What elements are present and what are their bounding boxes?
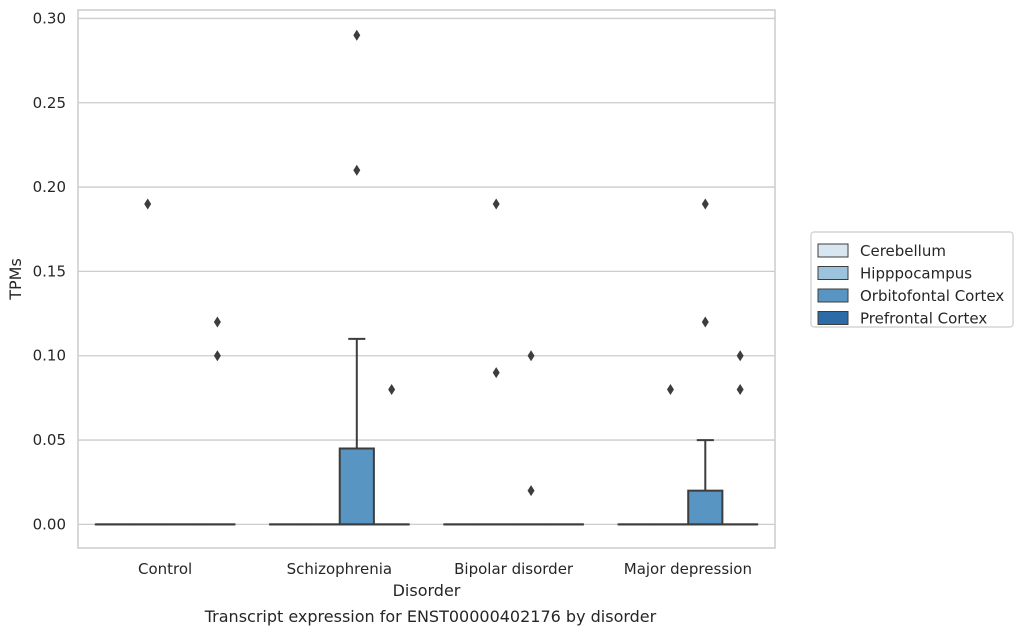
y-axis-title: TPMs — [6, 258, 25, 301]
outlier-point — [353, 164, 361, 176]
x-axis-title: Disorder — [393, 581, 461, 600]
box-group — [512, 350, 550, 526]
box-group — [478, 198, 515, 526]
grid-lines — [78, 17, 775, 526]
y-tick-label: 0.00 — [33, 515, 66, 533]
outlier-point — [527, 350, 535, 362]
outlier-point — [353, 29, 361, 41]
legend-label: Hipppocampus — [860, 265, 972, 283]
outlier-point — [144, 198, 152, 210]
outlier-point — [492, 367, 500, 379]
box-group — [687, 198, 724, 526]
outlier-point — [213, 350, 221, 362]
outlier-point — [527, 485, 535, 497]
outlier-point — [492, 198, 500, 210]
box-plot-marks — [94, 29, 759, 526]
legend-swatch — [817, 288, 849, 303]
box-group — [652, 383, 689, 526]
y-tick-label: 0.25 — [33, 94, 66, 112]
legend-frame — [810, 231, 1014, 328]
legend-label: Orbitofontal Cortex — [860, 287, 1004, 305]
plot-frame — [77, 9, 776, 549]
x-tick-label: Major depression — [624, 560, 752, 578]
outlier-point — [736, 350, 744, 362]
box-group — [373, 383, 410, 526]
x-tick-label: Bipolar disorder — [454, 560, 574, 578]
legend-swatch — [817, 243, 849, 258]
box-group — [199, 316, 236, 526]
outlier-point — [736, 383, 744, 395]
legend-label: Prefrontal Cortex — [860, 310, 987, 328]
legend-swatch — [817, 266, 849, 280]
legend: Cerebellum Hipppocampus Orbitofontal Corte… — [810, 231, 1014, 328]
x-tick-label: Control — [138, 560, 192, 578]
x-tick-label: Schizophrenia — [287, 560, 392, 578]
y-tick-label: 0.10 — [33, 347, 66, 365]
outlier-point — [666, 383, 674, 395]
y-tick-label: 0.15 — [33, 262, 66, 280]
y-tick-label: 0.30 — [33, 9, 66, 27]
x-axis-ticks: Control Schizophrenia Bipolar disorder Majo… — [138, 560, 752, 578]
box — [687, 489, 724, 526]
y-tick-label: 0.05 — [33, 431, 66, 449]
y-axis-ticks: 0.00 0.05 0.10 0.15 0.20 0.25 0.30 — [33, 9, 66, 533]
outlier-point — [701, 198, 709, 210]
box — [338, 447, 375, 526]
chart-caption: Transcript expression for ENST0000040217… — [204, 607, 657, 626]
y-tick-label: 0.20 — [33, 178, 66, 196]
box-group — [129, 198, 166, 526]
outlier-point — [213, 316, 221, 328]
legend-swatch — [817, 311, 849, 325]
outlier-point — [388, 383, 396, 395]
box-group — [722, 350, 759, 526]
box-group — [338, 29, 375, 526]
legend-label: Cerebellum — [860, 242, 946, 260]
outlier-point — [701, 316, 709, 328]
